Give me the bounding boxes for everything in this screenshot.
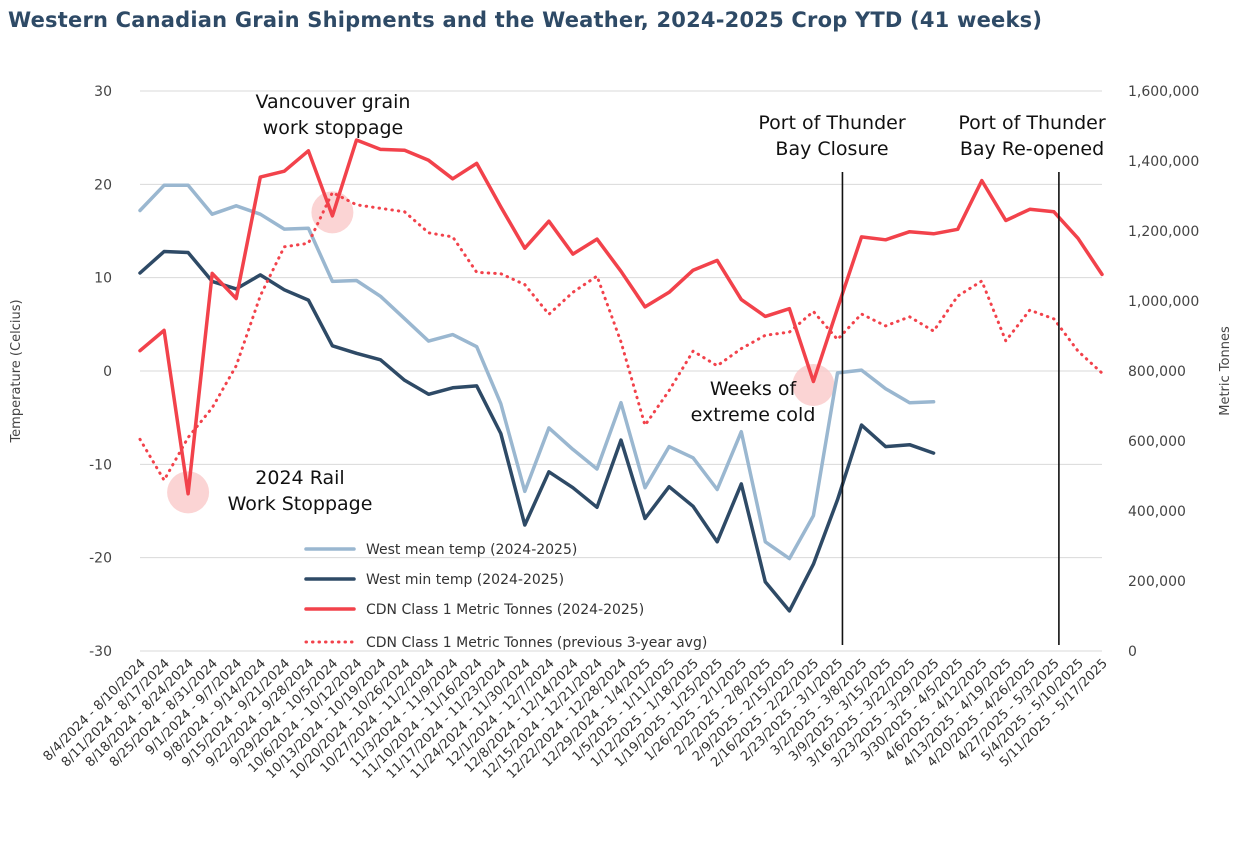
y-right-tick-label: 400,000 — [1128, 504, 1186, 520]
y-left-axis-title: Temperature (Celcius) — [9, 299, 24, 443]
annotation-text-vancouver: work stoppage — [263, 117, 404, 139]
legend-entry: West mean temp (2024-2025) — [366, 542, 577, 558]
series-line-0 — [138, 183, 936, 561]
chart-title: Western Canadian Grain Shipments and the… — [8, 8, 1043, 32]
y-right-tick-label: 0 — [1128, 644, 1137, 660]
y-left-tick-label: -20 — [89, 551, 112, 567]
y-left-tick-label: -10 — [89, 457, 112, 473]
legend-entry: West min temp (2024-2025) — [366, 572, 564, 588]
legend-entry: CDN Class 1 Metric Tonnes (2024-2025) — [366, 602, 644, 618]
y-left-tick-label: 20 — [94, 177, 112, 193]
legend-entry: CDN Class 1 Metric Tonnes (previous 3-ye… — [366, 635, 707, 651]
annotation-text-thunder-close: Port of Thunder — [758, 112, 906, 134]
annotation-text-vancouver: Vancouver grain — [256, 91, 411, 113]
y-right-tick-label: 200,000 — [1128, 574, 1186, 590]
annotation-text-thunder-open: Bay Re-opened — [960, 138, 1104, 160]
y-left-tick-label: 0 — [103, 364, 112, 380]
y-right-tick-label: 800,000 — [1128, 364, 1186, 380]
y-right-tick-label: 1,400,000 — [1128, 154, 1199, 170]
y-left-tick-label: 30 — [94, 84, 112, 100]
annotation-text-rail: 2024 Rail — [255, 467, 344, 489]
y-right-tick-label: 1,600,000 — [1128, 84, 1199, 100]
annotation-text-cold: extreme cold — [691, 404, 816, 426]
annotation-text-thunder-open: Port of Thunder — [958, 112, 1106, 134]
series-line-2 — [138, 138, 1104, 496]
series-line-1 — [138, 249, 936, 613]
annotation-circle-cold — [792, 364, 835, 406]
y-right-tick-label: 1,200,000 — [1128, 224, 1199, 240]
y-right-axis-title: Metric Tonnes — [1218, 326, 1233, 416]
y-right-tick-label: 1,000,000 — [1128, 294, 1199, 310]
y-left-tick-label: -30 — [89, 644, 112, 660]
annotation-text-rail: Work Stoppage — [228, 493, 373, 515]
y-right-tick-label: 600,000 — [1128, 434, 1186, 450]
annotation-text-thunder-close: Bay Closure — [775, 138, 888, 160]
y-left-tick-label: 10 — [94, 271, 112, 287]
annotation-text-cold: Weeks of — [710, 378, 798, 400]
series-line-3 — [138, 191, 1104, 482]
